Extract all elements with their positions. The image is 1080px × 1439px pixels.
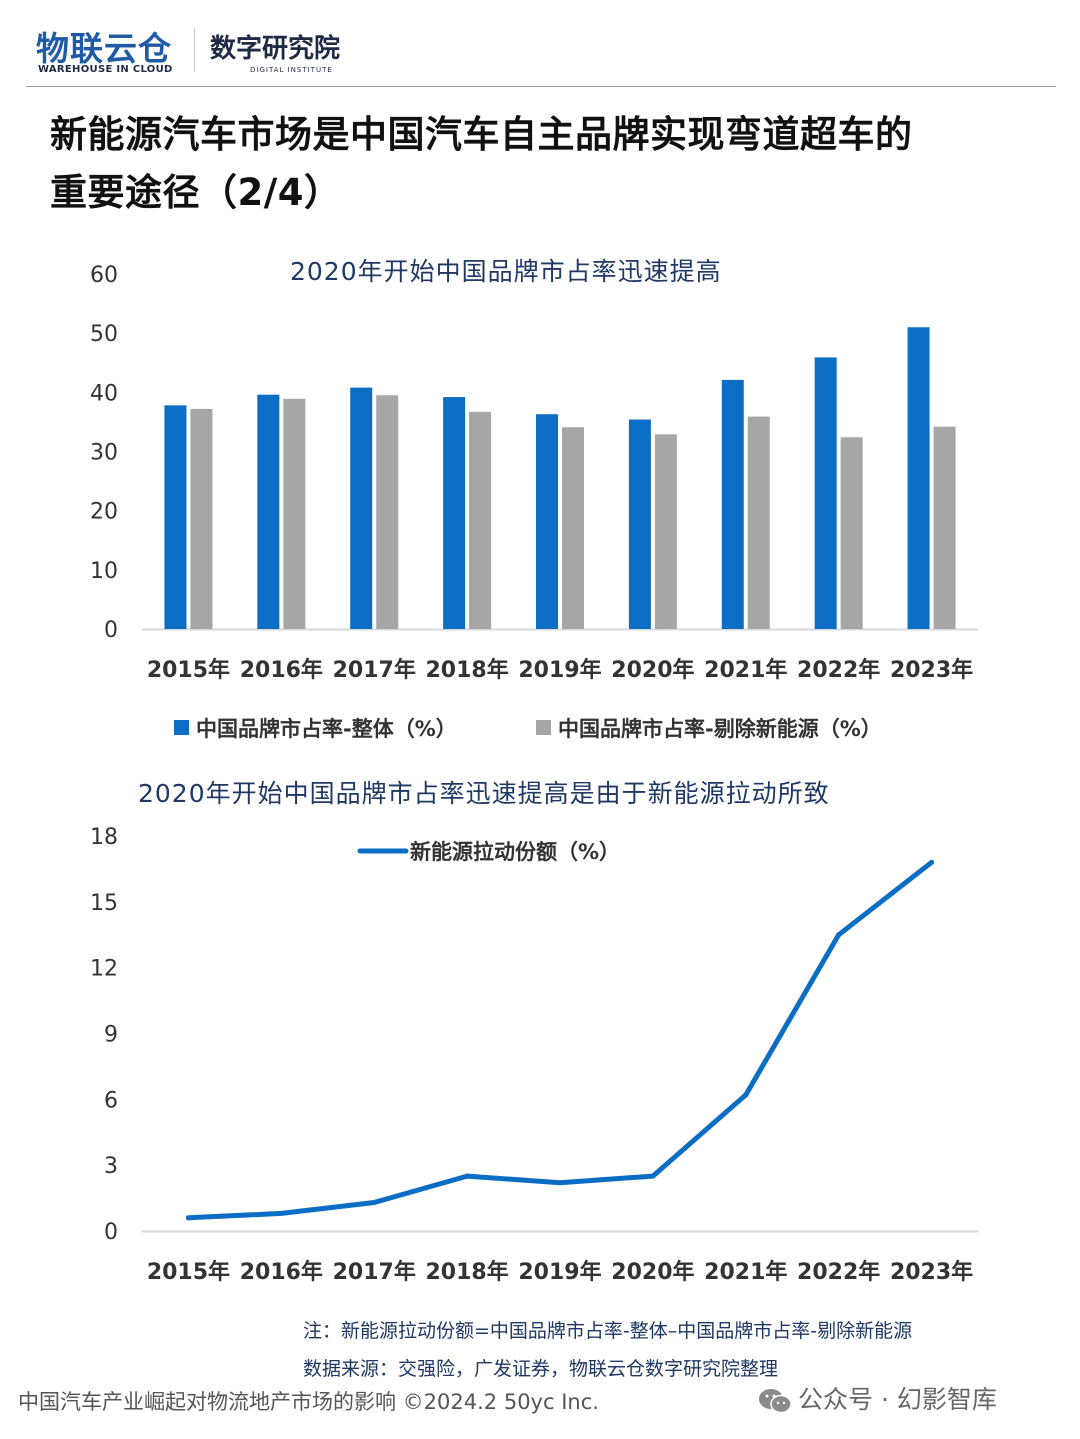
bar-overall <box>814 357 837 629</box>
logo-main-text: 物联云仓 <box>36 29 172 68</box>
line-x-tick-label: 2016年 <box>240 1259 323 1285</box>
line-y-tick-label: 12 <box>90 957 118 982</box>
line-data-point <box>464 1173 470 1179</box>
line-x-tick-label: 2015年 <box>147 1259 230 1285</box>
bar-excluding-nev <box>933 426 956 629</box>
line-data-point <box>743 1092 749 1098</box>
bar-x-tick-label: 2023年 <box>890 657 973 683</box>
bar-y-tick-label: 0 <box>104 618 118 643</box>
bar-excluding-nev <box>747 416 770 629</box>
line-x-tick-label: 2020年 <box>611 1259 694 1285</box>
logo-divider <box>194 28 195 72</box>
line-x-tick-label: 2019年 <box>518 1259 601 1285</box>
line-y-tick-label: 6 <box>104 1088 118 1113</box>
bar-overall <box>443 397 466 629</box>
bar-x-tick-label: 2019年 <box>518 657 601 683</box>
line-x-tick-label: 2021年 <box>704 1259 787 1285</box>
line-data-point <box>929 859 935 865</box>
line-x-tick-label: 2022年 <box>797 1259 880 1285</box>
legend-label-nev-share: 新能源拉动份额（%） <box>410 840 620 864</box>
line-y-tick-label: 18 <box>90 825 118 850</box>
bar-excluding-nev <box>654 434 677 629</box>
bar-y-tick-label: 10 <box>90 559 118 584</box>
institute-logo: 数字研究院 DIGITAL INSTITUTE <box>210 28 340 74</box>
bar-overall <box>257 394 280 629</box>
line-y-tick-label: 15 <box>90 891 118 916</box>
bar-excluding-nev <box>469 411 492 629</box>
company-logo: 物联云仓 WAREHOUSE IN CLOUD <box>36 22 186 78</box>
line-data-point <box>185 1215 191 1221</box>
line-x-tick-label: 2017年 <box>333 1259 416 1285</box>
bar-excluding-nev <box>283 398 306 629</box>
legend-label-overall: 中国品牌市占率-整体（%） <box>196 717 457 741</box>
bar-overall <box>350 387 373 629</box>
bar-overall <box>628 419 651 629</box>
bar-overall <box>164 405 187 629</box>
line-y-tick-label: 3 <box>104 1154 118 1179</box>
legend-swatch-overall <box>174 720 189 735</box>
bar-excluding-nev <box>562 427 584 629</box>
page-title-line2: 重要途径（2/4） <box>50 171 342 214</box>
page-title-line1: 新能源汽车市场是中国汽车自主品牌实现弯道超车的 <box>50 113 913 156</box>
line-data-point <box>371 1199 377 1205</box>
bar-y-tick-label: 30 <box>90 441 118 466</box>
line-x-tick-label: 2018年 <box>425 1259 508 1285</box>
bar-y-tick-label: 40 <box>90 381 118 406</box>
bar-x-tick-label: 2016年 <box>240 657 323 683</box>
institute-main-text: 数字研究院 <box>210 34 341 64</box>
line-x-tick-label: 2023年 <box>890 1259 973 1285</box>
bar-excluding-nev <box>190 408 213 629</box>
bar-y-tick-label: 50 <box>90 322 118 347</box>
bar-y-tick-label: 60 <box>90 263 118 288</box>
line-data-point <box>836 932 842 938</box>
bar-x-tick-label: 2017年 <box>333 657 416 683</box>
bar-overall <box>721 379 744 629</box>
bar-excluding-nev <box>376 395 399 629</box>
legend-label-excluding-nev: 中国品牌市占率-剔除新能源（%） <box>558 717 882 741</box>
legend-swatch-excluding-nev <box>536 720 551 735</box>
page-title: 新能源汽车市场是中国汽车自主品牌实现弯道超车的 重要途径（2/4） <box>50 106 1040 222</box>
footer-account-text: 公众号 · 幻影智库 <box>798 1385 997 1414</box>
line-data-point <box>278 1210 284 1216</box>
line-data-point <box>650 1173 656 1179</box>
institute-sub-text: DIGITAL INSTITUTE <box>250 66 333 74</box>
bar-x-tick-label: 2022年 <box>797 657 880 683</box>
line-chart-title: 2020年开始中国品牌市占率迅速提高是由于新能源拉动所致 <box>138 779 830 808</box>
formula-note: 注：新能源拉动份额=中国品牌市占率-整体–中国品牌市占率-剔除新能源 <box>303 1320 913 1342</box>
line-y-tick-label: 0 <box>104 1220 118 1245</box>
header-divider <box>26 86 1056 87</box>
line-y-tick-label: 9 <box>104 1023 118 1048</box>
footer-account: 公众号 · 幻影智库 <box>758 1380 997 1416</box>
bar-x-tick-label: 2021年 <box>704 657 787 683</box>
wechat-icon <box>758 1388 792 1414</box>
data-source: 数据来源：交强险，广发证券，物联云仓数字研究院整理 <box>303 1358 779 1380</box>
bar-excluding-nev <box>840 437 863 629</box>
bar-overall <box>907 327 930 629</box>
bar-chart-title: 2020年开始中国品牌市占率迅速提高 <box>290 257 722 286</box>
header: 物联云仓 WAREHOUSE IN CLOUD 数字研究院 DIGITAL IN… <box>0 0 1080 88</box>
bar-x-tick-label: 2015年 <box>147 657 230 683</box>
bar-overall <box>536 414 558 629</box>
bar-x-tick-label: 2018年 <box>425 657 508 683</box>
bar-x-tick-label: 2020年 <box>611 657 694 683</box>
logo-sub-text: WAREHOUSE IN CLOUD <box>38 64 173 75</box>
footer-caption: 中国汽车产业崛起对物流地产市场的影响 ©2024.2 50yc Inc. <box>18 1390 599 1414</box>
line-data-point <box>557 1180 563 1186</box>
series-line-nev-share <box>185 859 935 1221</box>
bar-y-tick-label: 20 <box>90 500 118 525</box>
